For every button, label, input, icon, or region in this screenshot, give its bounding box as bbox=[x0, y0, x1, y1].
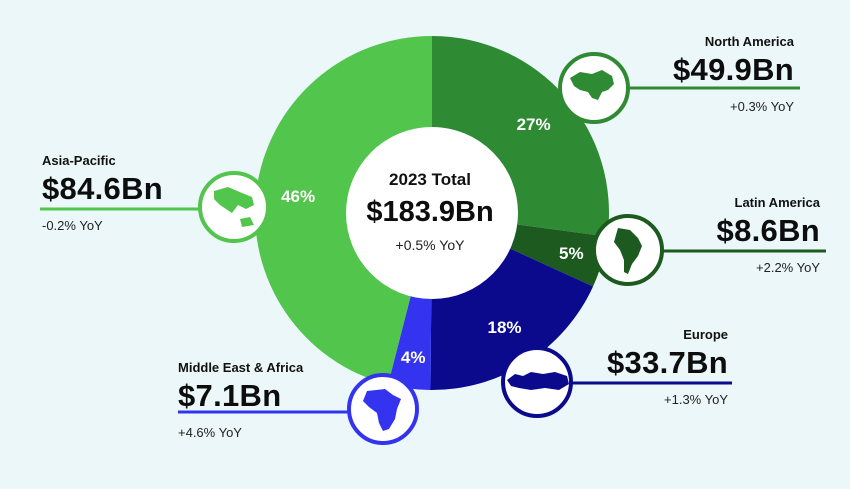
slice-percent-label-latin-america: 5% bbox=[559, 244, 584, 263]
total-value: $183.9Bn bbox=[366, 196, 494, 228]
region-europe: Europe $33.7Bn +1.3% YoY bbox=[560, 327, 728, 407]
region-name: North America bbox=[704, 34, 794, 49]
region-yoy: +1.3% YoY bbox=[664, 392, 728, 407]
region-icon-badges bbox=[198, 52, 664, 445]
region-yoy: +4.6% YoY bbox=[178, 425, 242, 440]
region-value: $7.1Bn bbox=[178, 378, 282, 413]
europe-map-icon bbox=[501, 346, 573, 418]
south-america-map-icon bbox=[592, 214, 664, 286]
region-name: Europe bbox=[683, 327, 728, 342]
total-title: 2023 Total bbox=[389, 170, 471, 189]
pie-slice-asia-pacific bbox=[254, 35, 432, 385]
slice-percent-label-asia-pacific: 46% bbox=[281, 187, 315, 206]
region-value: $84.6Bn bbox=[42, 171, 163, 206]
slice-percent-label-europe: 18% bbox=[487, 318, 521, 337]
region-yoy: +0.3% YoY bbox=[730, 99, 794, 114]
region-yoy: -0.2% YoY bbox=[42, 218, 103, 233]
region-north-america: North America $49.9Bn +0.3% YoY bbox=[590, 34, 794, 114]
total-label: 2023 Total $183.9Bn +0.5% YoY bbox=[350, 170, 510, 253]
region-middle-east-africa: Middle East & Africa $7.1Bn +4.6% YoY bbox=[178, 360, 358, 440]
slice-percent-label-middle-east-africa: 4% bbox=[401, 348, 426, 367]
center-hole bbox=[346, 127, 518, 299]
region-value: $8.6Bn bbox=[716, 213, 820, 248]
slice-percent-labels: 27% 5% 18% 4% 46% bbox=[281, 115, 584, 367]
region-asia-pacific: Asia-Pacific $84.6Bn -0.2% YoY bbox=[42, 153, 212, 233]
africa-map-icon bbox=[347, 373, 419, 445]
total-yoy: +0.5% YoY bbox=[395, 237, 465, 253]
region-name: Middle East & Africa bbox=[178, 360, 304, 375]
region-value: $33.7Bn bbox=[607, 345, 728, 380]
north-america-map-icon bbox=[558, 52, 630, 124]
region-value: $49.9Bn bbox=[673, 52, 794, 87]
region-latin-america: Latin America $8.6Bn +2.2% YoY bbox=[620, 195, 820, 275]
region-name: Latin America bbox=[734, 195, 821, 210]
region-yoy: +2.2% YoY bbox=[756, 260, 820, 275]
asia-pacific-map-icon bbox=[198, 171, 270, 243]
slice-percent-label-north-america: 27% bbox=[517, 115, 551, 134]
region-name: Asia-Pacific bbox=[42, 153, 116, 168]
